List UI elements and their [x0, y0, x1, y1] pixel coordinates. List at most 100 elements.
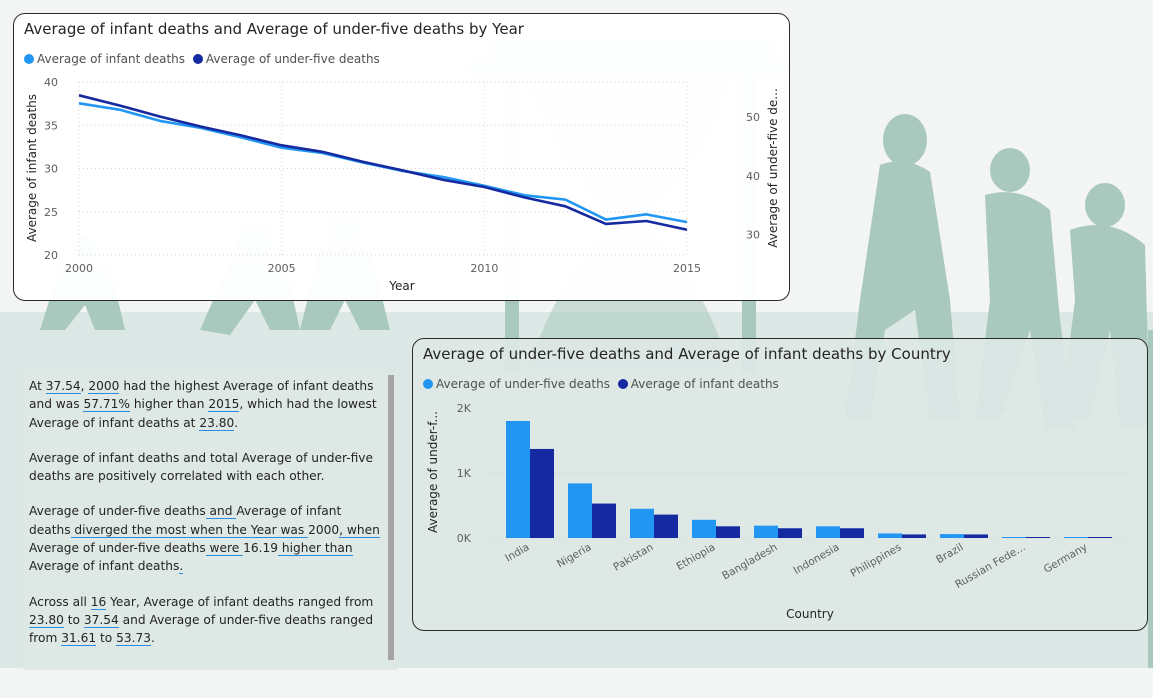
y-left-tick-label: 25 [44, 206, 58, 219]
legend-item-under-five[interactable]: Average of under-five deaths [192, 52, 380, 66]
bar-chart-card[interactable]: Average of under-five deaths and Average… [412, 338, 1148, 631]
line-chart-title: Average of infant deaths and Average of … [24, 20, 524, 38]
under-five-bar[interactable] [630, 508, 654, 538]
narrative-paragraph-2: Average of infant deaths and total Avera… [29, 450, 374, 484]
x-tick-label: Ethiopia [674, 541, 717, 573]
narrative-value: 57.71% [83, 397, 130, 413]
narrative-text: to [63, 612, 84, 627]
infant-bar[interactable] [716, 526, 740, 538]
legend-dot-icon [423, 379, 433, 389]
narrative-text: Year, Average of infant deaths ranged fr… [106, 594, 374, 609]
x-axis-title: Country [786, 607, 834, 621]
narrative-text: , [80, 379, 89, 393]
x-tick-label: 2010 [470, 262, 498, 275]
under-five-bar[interactable] [878, 533, 902, 538]
narrative-text: to [96, 631, 117, 646]
narrative-paragraph-3: Average of under-five deaths and Average… [29, 502, 384, 575]
x-tick-label: Indonesia [792, 541, 842, 577]
narrative-value: 37.54 [45, 379, 81, 394]
narrative-text: At [29, 379, 46, 393]
x-tick-label: Russian Fede... [953, 541, 1027, 591]
under-five-bar[interactable] [1002, 537, 1026, 538]
infant-bar[interactable] [592, 503, 616, 538]
line-chart-legend[interactable]: Average of infant deaths Average of unde… [24, 52, 384, 67]
narrative-text: had the highest Average of infant deaths… [29, 379, 374, 412]
infant-bar[interactable] [902, 534, 926, 538]
y-right-tick-label: 50 [746, 111, 760, 124]
narrative-text: 16.19 [243, 541, 279, 556]
infant-bar[interactable] [654, 514, 678, 538]
legend-item-infant[interactable]: Average of infant deaths [617, 377, 779, 391]
narrative-paragraph-1: At 37.54, 2000 had the highest Average o… [29, 377, 384, 432]
legend-label: Average of infant deaths [37, 52, 186, 66]
narrative-text: 2000 [308, 522, 340, 537]
bar-chart-title: Average of under-five deaths and Average… [423, 345, 951, 363]
x-tick-label: India [503, 541, 531, 564]
narrative-text: higher than [129, 397, 209, 412]
x-tick-label: Pakistan [611, 541, 655, 573]
infant-bar[interactable] [530, 448, 554, 538]
x-axis-title: Year [388, 279, 414, 293]
y-right-tick-label: 30 [746, 228, 760, 241]
narrative-value: , when [339, 522, 380, 538]
y-tick-label: 1K [457, 467, 472, 480]
narrative-text: Across all [29, 594, 91, 609]
x-tick-label: 2000 [65, 262, 93, 275]
narrative-value: higher than [278, 541, 353, 557]
legend-label: Average of under-five deaths [436, 377, 610, 391]
infant-deaths-line[interactable] [78, 101, 688, 224]
narrative-value: . [179, 559, 184, 575]
narrative-value: 16 [90, 594, 107, 610]
y-left-tick-label: 35 [44, 119, 58, 132]
under-five-bar[interactable] [1064, 537, 1088, 538]
under-five-deaths-line[interactable] [78, 94, 688, 232]
narrative-value: 53.73 [116, 631, 152, 647]
x-tick-label: Bangladesh [720, 541, 779, 582]
bar-chart-plot[interactable]: 2K 1K 0K India Nigeria Pakistan Ethiopia Bangl… [413, 339, 1147, 630]
narrative-text: Average of infant deaths [29, 559, 180, 574]
narrative-value: 23.80 [199, 415, 235, 431]
narrative-value: 23.80 [29, 612, 64, 628]
narrative-scrollbar[interactable] [388, 375, 394, 660]
narrative-value: 31.61 [61, 631, 97, 647]
y-axis-title: Average of under-f... [426, 411, 440, 533]
legend-dot-icon [24, 54, 34, 64]
legend-dot-icon [617, 379, 628, 389]
under-five-bar[interactable] [940, 534, 964, 538]
y-tick-label: 2K [457, 402, 472, 415]
y-right-tick-label: 40 [746, 170, 760, 183]
under-five-bar[interactable] [816, 526, 840, 538]
line-chart-plot[interactable]: 40 35 30 25 20 50 40 30 2000 2005 2010 2015 Avera… [14, 14, 789, 300]
smart-narrative-panel[interactable]: At 37.54, 2000 had the highest Average o… [23, 372, 398, 670]
under-five-bar[interactable] [568, 483, 592, 538]
bar-chart-legend[interactable]: Average of under-five deaths Average of … [423, 377, 783, 392]
line-chart-card[interactable]: Average of infant deaths and Average of … [13, 13, 790, 301]
x-tick-label: Brazil [934, 541, 965, 566]
legend-label: Average of infant deaths [630, 377, 779, 391]
y-left-tick-label: 20 [44, 249, 58, 262]
y-tick-label: 0K [457, 532, 472, 545]
under-five-bar[interactable] [692, 519, 716, 538]
x-tick-label: Germany [1042, 541, 1090, 576]
narrative-paragraph-4: Across all 16 Year, Average of infant de… [29, 593, 384, 648]
legend-item-under-five[interactable]: Average of under-five deaths [423, 377, 610, 391]
narrative-text: Average of under-five deaths [29, 504, 206, 519]
under-five-bar[interactable] [754, 525, 778, 538]
infant-bar[interactable] [1088, 537, 1112, 538]
narrative-value: and [205, 504, 237, 520]
x-tick-label: 2015 [673, 262, 701, 275]
infant-bar[interactable] [778, 528, 802, 538]
infant-bar[interactable] [964, 534, 988, 538]
x-tick-label: Nigeria [555, 541, 594, 570]
y-left-tick-label: 30 [44, 163, 58, 176]
narrative-text: and Average of under-five deaths ranged … [29, 612, 374, 646]
narrative-text: , which had the lowest Average of infant… [29, 397, 377, 430]
x-tick-label: 2005 [268, 262, 296, 275]
infant-bar[interactable] [1026, 537, 1050, 538]
infant-bar[interactable] [840, 528, 864, 538]
narrative-value: 2000 [88, 379, 120, 394]
under-five-bar[interactable] [506, 421, 530, 538]
legend-item-infant[interactable]: Average of infant deaths [24, 52, 185, 66]
narrative-text: . [151, 631, 155, 646]
narrative-value: were [205, 541, 244, 557]
